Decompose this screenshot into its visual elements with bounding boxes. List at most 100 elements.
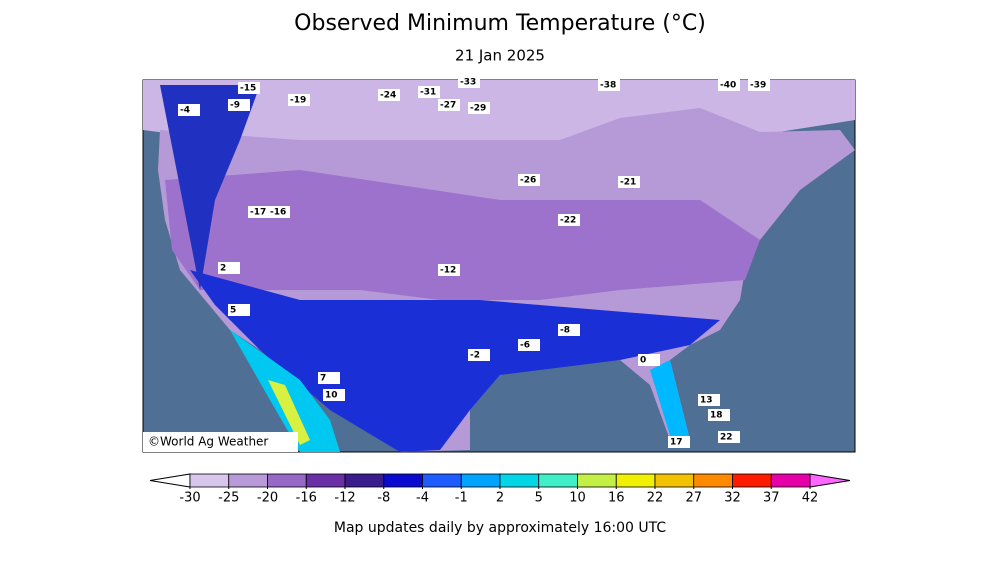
color-bin	[577, 473, 617, 488]
station-value: -8	[560, 326, 570, 336]
map: -33 -38 -40 -39-27 -29-31-24-26-22-19-15-9-4…	[142, 76, 856, 453]
station-box	[228, 99, 250, 111]
station: 22	[718, 431, 740, 443]
color-bin	[654, 473, 695, 488]
station-value: 5	[230, 306, 236, 316]
station: -12	[438, 264, 460, 276]
copyright: ©World Ag Weather	[148, 435, 268, 449]
station-value: -15	[240, 84, 256, 94]
station-value: -39	[750, 81, 766, 91]
station-value: 2	[220, 264, 226, 274]
color-bin	[267, 473, 307, 488]
station: -4	[178, 104, 200, 116]
tick-label: -16	[296, 491, 317, 506]
station-box	[178, 104, 200, 116]
color-bin	[228, 473, 268, 488]
station-value: -16	[270, 208, 286, 218]
color-bin	[344, 473, 385, 488]
tick-label: -20	[257, 491, 278, 506]
station-value: 13	[700, 396, 713, 406]
color-bin	[383, 473, 423, 488]
station-box	[558, 214, 580, 226]
station-box	[708, 409, 730, 421]
station: -15	[238, 82, 260, 94]
tick-label: 42	[802, 491, 819, 506]
station-value: -40	[720, 81, 736, 91]
colorbar: -30 -25 -20 -16 -12 -8 -4 -1 2 5 10 16 22 27 32 37 42	[149, 473, 851, 506]
station-box	[378, 89, 400, 101]
tick-label: -30	[179, 491, 200, 506]
color-bin	[422, 473, 462, 488]
station-value: -22	[560, 216, 576, 226]
color-bin	[770, 473, 811, 488]
tick-label: -25	[218, 491, 239, 506]
station-box	[698, 394, 720, 406]
south-band	[190, 270, 720, 452]
station: 5	[228, 304, 250, 316]
station-value: -19	[290, 96, 306, 106]
station-box	[518, 339, 540, 351]
station-box	[418, 86, 440, 98]
station-box	[618, 176, 640, 188]
title: Observed Minimum Temperature (°C)	[294, 11, 706, 36]
station: -22	[558, 214, 580, 226]
station: 2	[218, 262, 240, 274]
station: -27	[438, 99, 460, 111]
station: 10	[323, 389, 345, 401]
station-box	[468, 349, 490, 361]
station: 17	[668, 436, 690, 448]
station: -29	[468, 102, 490, 114]
tick-label: 2	[496, 491, 504, 506]
station: -8	[558, 324, 580, 336]
color-bin	[499, 473, 540, 488]
station-box	[228, 304, 250, 316]
florida	[650, 360, 690, 442]
tick-label: 5	[535, 491, 543, 506]
station-box	[323, 389, 345, 401]
station-value: 17	[670, 438, 683, 448]
station: -2	[468, 349, 490, 361]
tick-label: -8	[377, 491, 390, 506]
station-box	[438, 99, 460, 111]
station-value: 22	[720, 433, 733, 443]
station-value: 18	[710, 411, 723, 421]
station-value: -27	[440, 101, 456, 111]
color-bin	[305, 473, 346, 488]
station: -6	[518, 339, 540, 351]
station: 7	[318, 372, 340, 384]
station-box	[468, 102, 490, 114]
station-box	[638, 354, 660, 366]
color-bin	[693, 473, 733, 488]
station: 13	[698, 394, 720, 406]
station-value: -21	[620, 178, 636, 188]
footer: Map updates daily by approximately 16:00…	[334, 520, 666, 536]
subtitle: 21 Jan 2025	[455, 47, 545, 65]
station-box	[718, 79, 740, 91]
tick-label: -1	[455, 491, 468, 506]
station: 0	[638, 354, 660, 366]
station-value: -38	[600, 81, 616, 91]
station-value: -33	[460, 78, 476, 88]
cold-core	[165, 170, 760, 300]
station-value: 10	[325, 391, 338, 401]
station: -16	[268, 206, 290, 218]
station-value: -24	[380, 91, 396, 101]
station: -19	[288, 94, 310, 106]
station-value: -26	[520, 176, 536, 186]
station-value: 0	[640, 356, 646, 366]
tick-label: -12	[334, 491, 355, 506]
northwest-band	[160, 85, 260, 290]
station-box	[668, 436, 690, 448]
station: -33	[458, 76, 480, 88]
station-box	[518, 174, 540, 186]
station-value: -29	[470, 104, 486, 114]
tick-label: 10	[569, 491, 586, 506]
station-box	[268, 206, 290, 218]
station: -31	[418, 86, 440, 98]
tick-label: 37	[763, 491, 780, 506]
station-box	[318, 372, 340, 384]
station: -17	[248, 206, 270, 218]
copyright-box	[143, 432, 298, 452]
station: -39	[748, 79, 770, 91]
